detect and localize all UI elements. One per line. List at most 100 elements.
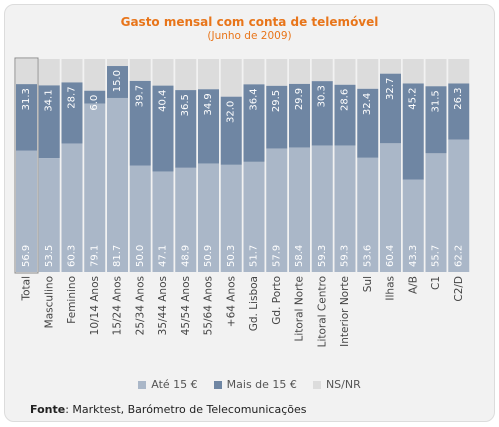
label-ate-15: 48.9 [180, 245, 191, 267]
label-ate-15: 55.7 [431, 245, 442, 267]
bar-ate-15 [84, 103, 106, 272]
category-label: 15/24 Anos [112, 276, 124, 335]
bar-mais-15 [380, 73, 401, 144]
category-label: Interior Norte [339, 276, 351, 347]
label-mais-15: 45.2 [408, 87, 419, 109]
bar-nsnr [266, 59, 288, 86]
label-ate-15: 59.3 [317, 245, 328, 267]
source-note: Fonte: Marktest, Barómetro de Telecomuni… [30, 403, 306, 416]
bar-nsnr [107, 59, 128, 67]
bar-ate-15 [380, 143, 401, 272]
label-ate-15: 50.0 [135, 245, 146, 267]
bar-ate-15 [107, 97, 128, 272]
bar-nsnr [16, 59, 37, 85]
label-ate-15: 62.2 [453, 245, 464, 267]
label-mais-15: 40.4 [158, 90, 169, 112]
bar-mais-15 [16, 84, 37, 151]
bar-nsnr [243, 59, 265, 85]
label-mais-15: 32.7 [385, 78, 396, 100]
category-label: 35/44 Anos [157, 276, 169, 335]
label-ate-15: 51.7 [249, 245, 260, 267]
label-ate-15: 57.9 [271, 245, 282, 267]
bar-nsnr [380, 59, 401, 74]
bar-ate-15 [61, 143, 83, 272]
source-label: Fonte [30, 403, 66, 416]
bar-ate-15 [289, 147, 310, 272]
bar-mais-15 [357, 88, 379, 158]
chart-subtitle: (Junho de 2009) [207, 30, 292, 42]
bar-mais-15 [425, 86, 447, 154]
source-text: : Marktest, Barómetro de Telecomunicaçõe… [65, 403, 307, 416]
label-ate-15: 58.4 [294, 245, 305, 267]
category-label: C1 [430, 276, 442, 290]
bar-mais-15 [198, 89, 219, 164]
legend-item: Até 15 € [138, 378, 198, 391]
label-ate-15: 56.9 [21, 245, 32, 267]
bar-nsnr [357, 59, 379, 89]
bar-mais-15 [243, 84, 265, 162]
legend-label: Mais de 15 € [226, 378, 297, 391]
label-mais-15: 32.0 [226, 101, 237, 123]
chart-legend: Até 15 € Mais de 15 € NS/NR [0, 378, 499, 391]
bar-ate-15 [152, 171, 174, 272]
label-ate-15: 47.1 [158, 245, 169, 267]
legend-label: Até 15 € [151, 378, 198, 391]
bar-mais-15 [402, 83, 424, 180]
category-label: Ilhas [385, 276, 397, 301]
bar-nsnr [448, 59, 470, 84]
bar-mais-15 [311, 81, 333, 146]
bar-nsnr [129, 59, 151, 81]
bar-ate-15 [402, 179, 424, 272]
label-mais-15: 28.7 [67, 86, 78, 108]
bar-nsnr [61, 59, 83, 83]
legend-item: Mais de 15 € [213, 378, 297, 391]
category-label: C2/D [453, 276, 465, 302]
bar-mais-15 [175, 90, 197, 168]
category-label: Litoral Norte [294, 276, 306, 342]
category-label: 10/14 Anos [89, 276, 101, 335]
bar-mais-15 [334, 84, 356, 146]
bar-ate-15 [16, 150, 37, 272]
category-label: Gd. Porto [271, 276, 283, 325]
label-mais-15: 29.9 [294, 88, 305, 110]
bar-mais-15 [266, 85, 288, 149]
bar-nsnr [198, 59, 219, 90]
category-label: 25/34 Anos [134, 276, 146, 335]
bar-ate-15 [175, 167, 197, 272]
category-label: Sul [362, 276, 374, 292]
legend-swatch [213, 380, 222, 389]
bar-mais-15 [448, 83, 470, 140]
category-label: Litoral Centro [316, 276, 328, 347]
bar-ate-15 [220, 164, 242, 272]
label-ate-15: 81.7 [112, 245, 123, 267]
label-mais-15: 26.3 [453, 87, 464, 109]
bar-nsnr [220, 59, 242, 97]
label-mais-15: 15.0 [112, 70, 123, 92]
label-mais-15: 30.3 [317, 85, 328, 107]
category-label: 55/64 Anos [203, 276, 215, 335]
bar-ate-15 [425, 153, 447, 272]
label-mais-15: 39.7 [135, 85, 146, 107]
label-mais-15: 34.1 [44, 89, 55, 111]
category-label: +64 Anos [225, 276, 237, 327]
category-label: Masculino [43, 276, 55, 328]
bar-nsnr [402, 59, 424, 84]
bar-mais-15 [289, 83, 310, 148]
label-ate-15: 50.3 [226, 245, 237, 267]
bar-ate-15 [311, 145, 333, 272]
category-label: Total [21, 276, 33, 302]
label-mais-15: 34.9 [203, 93, 214, 115]
category-label: Gd. Lisboa [248, 276, 260, 331]
category-label: 45/54 Anos [180, 276, 192, 335]
bar-ate-15 [243, 161, 265, 272]
bar-mais-15 [84, 90, 106, 104]
legend-swatch [312, 380, 321, 389]
bar-ate-15 [448, 139, 470, 272]
label-mais-15: 36.5 [180, 94, 191, 116]
bar-mais-15 [152, 85, 174, 172]
bar-mais-15 [220, 96, 242, 165]
label-mais-15: 32.4 [362, 93, 373, 115]
bar-ate-15 [266, 148, 288, 272]
bar-nsnr [152, 59, 174, 86]
